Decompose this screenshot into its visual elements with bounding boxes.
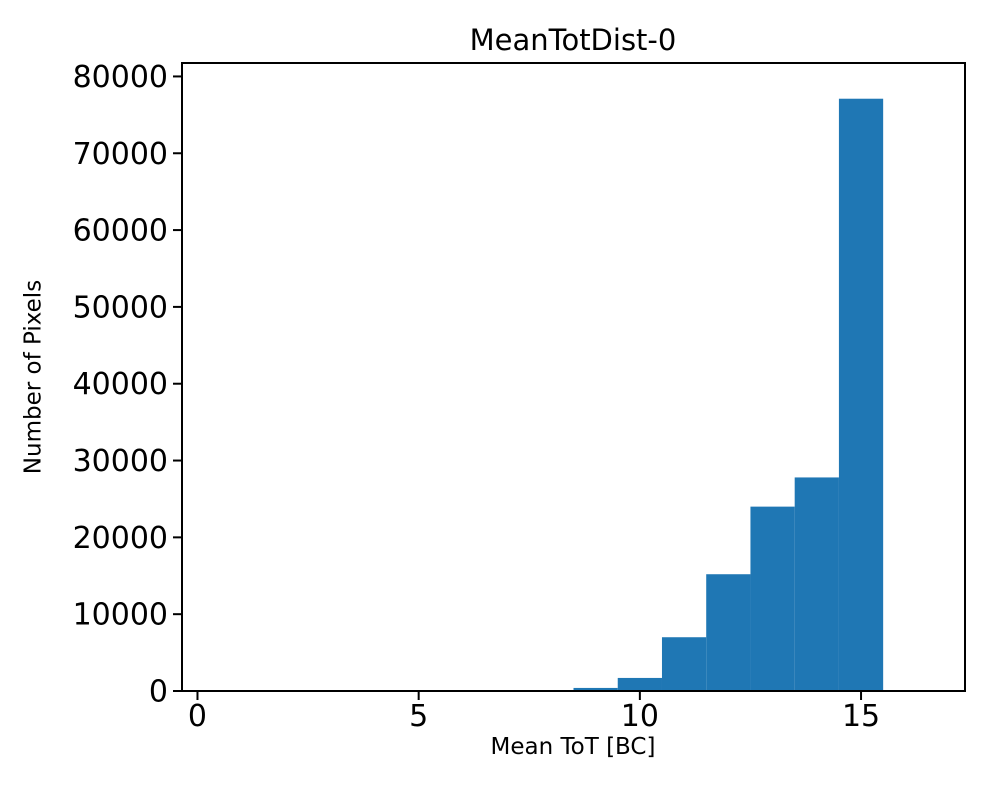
y-tick-label: 50000 [73, 290, 168, 325]
y-tick-label: 40000 [73, 367, 168, 402]
histogram-bar [573, 687, 618, 691]
y-tick-label: 60000 [73, 214, 168, 249]
x-tick-label: 15 [842, 699, 880, 734]
histogram-bar [661, 637, 707, 691]
x-axis-label: Mean ToT [BC] [490, 734, 656, 760]
y-tick-label: 20000 [73, 521, 168, 556]
histogram-bar [794, 477, 839, 691]
x-tick-label: 0 [188, 699, 207, 734]
y-tick-label: 80000 [73, 60, 168, 95]
histogram-bar [706, 574, 751, 691]
x-tick-label: 10 [621, 699, 659, 734]
x-tick-label: 5 [409, 699, 428, 734]
histogram-bar [838, 98, 884, 692]
chart-title: MeanTotDist-0 [469, 23, 677, 57]
histogram-bar [617, 677, 662, 691]
y-tick-label: 10000 [73, 598, 168, 633]
y-tick-label: 30000 [73, 444, 168, 479]
histogram-bar [750, 506, 795, 691]
axes-frame [181, 62, 966, 692]
y-tick-label: 70000 [73, 137, 168, 172]
y-tick-label: 0 [149, 675, 168, 710]
